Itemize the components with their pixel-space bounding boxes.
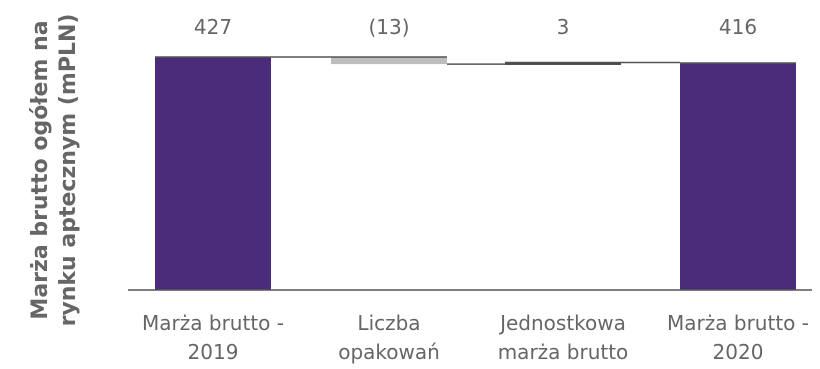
value-labels: 427 (13) 3 416: [194, 15, 757, 39]
bar-4: [680, 63, 796, 290]
y-axis-title-line-2: rynku aptecznym (mPLN): [56, 14, 81, 327]
chart-marks: [155, 56, 796, 290]
category-label-4-line-1: Marża brutto -: [667, 311, 809, 335]
value-label-1: 427: [194, 15, 232, 39]
category-label-3-line-1: Jednostkowa: [498, 311, 626, 335]
category-label-2-line-2: opakowań: [338, 340, 440, 364]
bar-1: [155, 57, 271, 290]
bar-2: [331, 57, 447, 65]
category-label-2-line-1: Liczba: [357, 311, 420, 335]
category-label-1-line-1: Marża brutto -: [142, 311, 284, 335]
y-axis-title: Marża brutto ogółem na rynku aptecznym (…: [28, 14, 81, 327]
value-label-3: 3: [557, 15, 570, 39]
bar-3: [505, 62, 621, 65]
y-axis-title-line-1: Marża brutto ogółem na: [28, 20, 53, 319]
category-label-3-line-2: marża brutto: [498, 340, 629, 364]
category-label-4-line-2: 2020: [713, 340, 764, 364]
value-label-4: 416: [719, 15, 757, 39]
category-labels: Marża brutto - 2019 Liczba opakowań Jednostk…: [142, 311, 809, 364]
value-label-2: (13): [368, 15, 409, 39]
category-label-1-line-2: 2019: [188, 340, 239, 364]
